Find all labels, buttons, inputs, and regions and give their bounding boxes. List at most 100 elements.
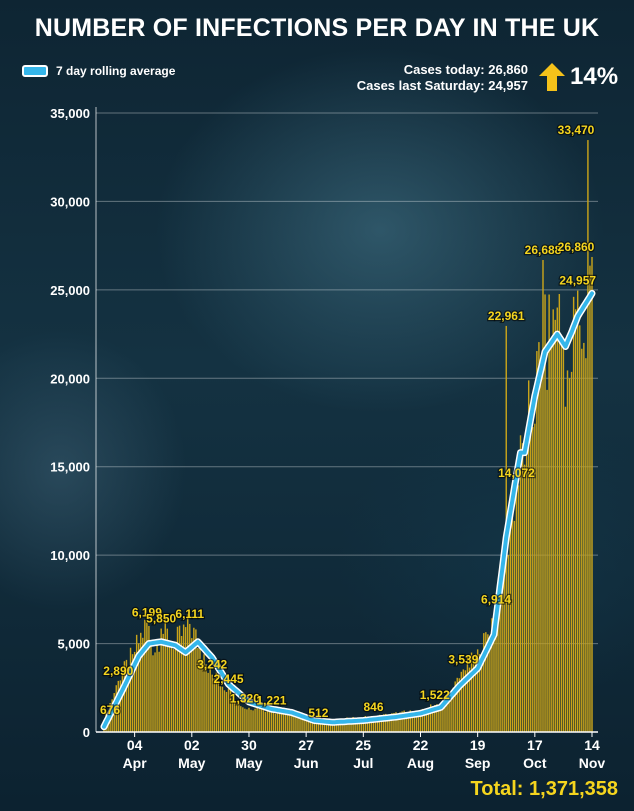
daily-bar [242,707,244,732]
x-tick-day: 14 [584,737,600,753]
daily-bar [125,659,128,732]
daily-bar [568,378,571,732]
daily-bar [581,348,583,732]
daily-bar [180,635,183,732]
daily-bar [129,647,132,732]
daily-bar [558,294,561,732]
data-label: 512 [308,706,328,720]
daily-bar [278,711,281,732]
data-label: 1,320 [230,692,260,706]
daily-bar [499,564,501,732]
daily-bar [309,718,311,732]
legend-swatch [22,65,48,77]
daily-bar [532,427,534,732]
daily-bar [432,706,434,732]
daily-bar [140,632,142,732]
daily-bar [205,664,207,732]
daily-bar [252,710,254,732]
daily-bar [193,627,195,732]
daily-bar [293,712,295,732]
data-label: 676 [100,703,120,717]
daily-bar [464,670,467,732]
daily-bar [409,710,411,732]
daily-bar [209,664,211,732]
daily-bar [513,520,516,732]
daily-bar [336,720,338,732]
daily-bar [374,719,377,732]
x-tick-month: May [178,755,205,771]
daily-bar [476,649,479,732]
daily-bar [570,371,573,732]
x-tick-month: Oct [523,755,547,771]
daily-bar [191,638,193,732]
daily-bar [474,654,477,732]
daily-bar [358,717,360,732]
y-axis: 0 5,000 10,000 15,000 20,000 25,000 30,000 35,0… [50,106,97,740]
daily-bar [236,703,238,732]
daily-bar [258,709,260,732]
daily-bar [162,633,164,732]
daily-bar [270,710,273,732]
daily-bar [221,686,224,732]
daily-bar [450,700,452,732]
daily-bar [150,640,152,732]
daily-bar [211,674,213,732]
total-cases: Total: 1,371,358 [470,778,618,800]
daily-bar [260,705,262,732]
daily-bar [425,711,428,732]
daily-bar [187,613,189,732]
daily-bar [519,435,522,732]
daily-bar [491,618,493,732]
daily-bar [348,720,350,732]
daily-bar [538,342,540,732]
daily-bar [370,715,373,732]
daily-bar [172,649,175,732]
daily-bar [144,619,146,732]
daily-bar [207,672,209,732]
daily-bar [385,713,387,732]
daily-bar [276,712,279,732]
daily-bar [268,710,271,732]
x-tick-day: 17 [527,737,543,753]
daily-bar [137,643,140,732]
daily-bar [233,700,236,732]
daily-bar [117,680,120,732]
x-tick-month: Apr [123,755,148,771]
data-label: 26,688 [525,243,562,257]
x-axis: 04 Apr 02 May 30 May 27 Jun 25 Jul 22 Aug 19 Sep 17 Oct… [96,731,605,771]
x-tick-month: Sep [465,755,491,771]
daily-bar [550,348,552,732]
daily-bar [556,307,559,732]
daily-bar [481,659,483,732]
daily-bar [311,722,313,732]
daily-bar [376,716,379,732]
daily-bar [244,708,246,732]
daily-bar [517,485,520,732]
daily-bar [468,667,471,732]
daily-bar [174,641,177,732]
x-tick-month: Aug [407,755,434,771]
daily-bar [176,626,179,732]
daily-bar [566,370,569,732]
daily-bar [158,651,160,732]
daily-bar [305,718,307,732]
x-tick-day: 30 [241,737,257,753]
cases-last-saturday: Cases last Saturday: 24,957 [356,78,528,93]
data-label: 22,961 [488,309,525,323]
daily-bar [250,709,252,732]
daily-bar [515,483,518,732]
data-label: 2,890 [103,664,133,678]
daily-bar [356,720,358,732]
daily-bar [540,360,542,732]
daily-bar [342,719,344,732]
daily-bar [478,654,481,732]
daily-bar [458,678,460,732]
daily-bar [530,421,532,732]
x-tick-day: 04 [127,737,143,753]
daily-bar [444,698,446,732]
daily-bar [307,719,309,732]
daily-bar [460,671,463,732]
daily-bar [127,669,130,732]
daily-bar [215,672,218,732]
daily-bar [272,712,275,732]
